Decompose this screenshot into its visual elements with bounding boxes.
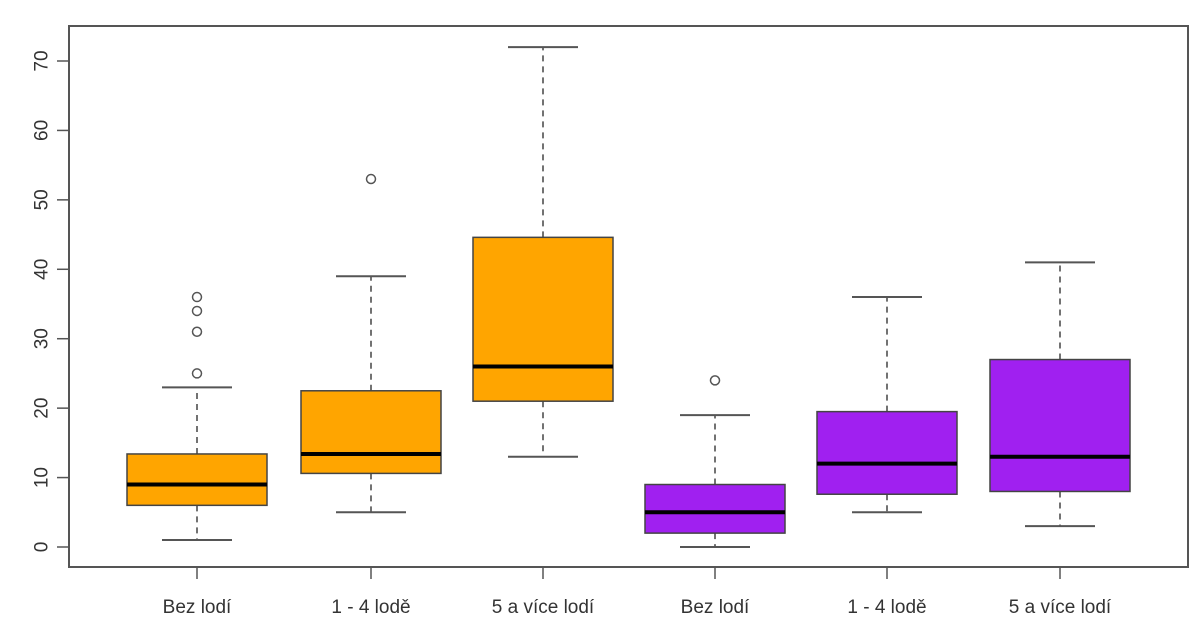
y-tick-label: 10 bbox=[32, 467, 53, 488]
iqr-box bbox=[644, 483, 786, 534]
iqr-box bbox=[472, 236, 614, 402]
box-4 bbox=[644, 375, 786, 548]
outlier-point bbox=[191, 305, 203, 317]
y-tick-label: 60 bbox=[32, 120, 53, 141]
box-6 bbox=[989, 261, 1131, 528]
iqr-box bbox=[300, 390, 442, 475]
x-tick-label: 5 a více lodí bbox=[492, 597, 595, 618]
y-tick-label: 50 bbox=[32, 189, 53, 210]
y-axis: 0 10 20 30 40 50 60 70 bbox=[32, 50, 69, 552]
x-tick-label: 5 a více lodí bbox=[1009, 597, 1112, 618]
y-tick-label: 40 bbox=[32, 259, 53, 280]
x-tick-label: Bez lodí bbox=[163, 597, 232, 618]
iqr-box bbox=[126, 453, 268, 507]
y-tick-label: 20 bbox=[32, 398, 53, 419]
outlier-point bbox=[365, 173, 377, 185]
box-5 bbox=[816, 296, 958, 514]
outlier-point bbox=[191, 326, 203, 338]
outlier-point bbox=[709, 375, 721, 386]
y-tick-label: 30 bbox=[32, 328, 53, 349]
x-tick-label: 1 - 4 lodě bbox=[331, 597, 410, 618]
box-2 bbox=[300, 173, 442, 514]
y-tick-label: 70 bbox=[32, 50, 53, 71]
x-axis: Bez lodí 1 - 4 lodě 5 a více lodí Bez lodí 1… bbox=[163, 567, 1112, 618]
outlier-point bbox=[191, 291, 203, 303]
plot-frame bbox=[68, 25, 1189, 568]
box-1 bbox=[126, 291, 268, 542]
y-tick-label: 0 bbox=[32, 542, 53, 553]
iqr-box bbox=[989, 358, 1131, 493]
x-tick-label: 1 - 4 lodě bbox=[847, 597, 926, 618]
iqr-box bbox=[816, 410, 958, 495]
boxes-layer bbox=[126, 46, 1131, 548]
box-3 bbox=[472, 46, 614, 458]
outlier-point bbox=[191, 368, 203, 379]
x-tick-label: Bez lodí bbox=[681, 597, 750, 618]
